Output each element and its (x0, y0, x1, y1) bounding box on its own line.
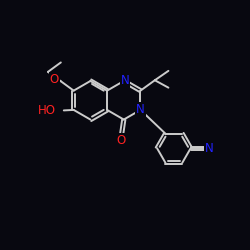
Text: N: N (121, 74, 130, 88)
Text: HO: HO (38, 104, 56, 117)
Text: N: N (136, 104, 145, 117)
Text: O: O (117, 134, 126, 147)
Text: N: N (205, 142, 214, 155)
Text: O: O (50, 73, 59, 86)
